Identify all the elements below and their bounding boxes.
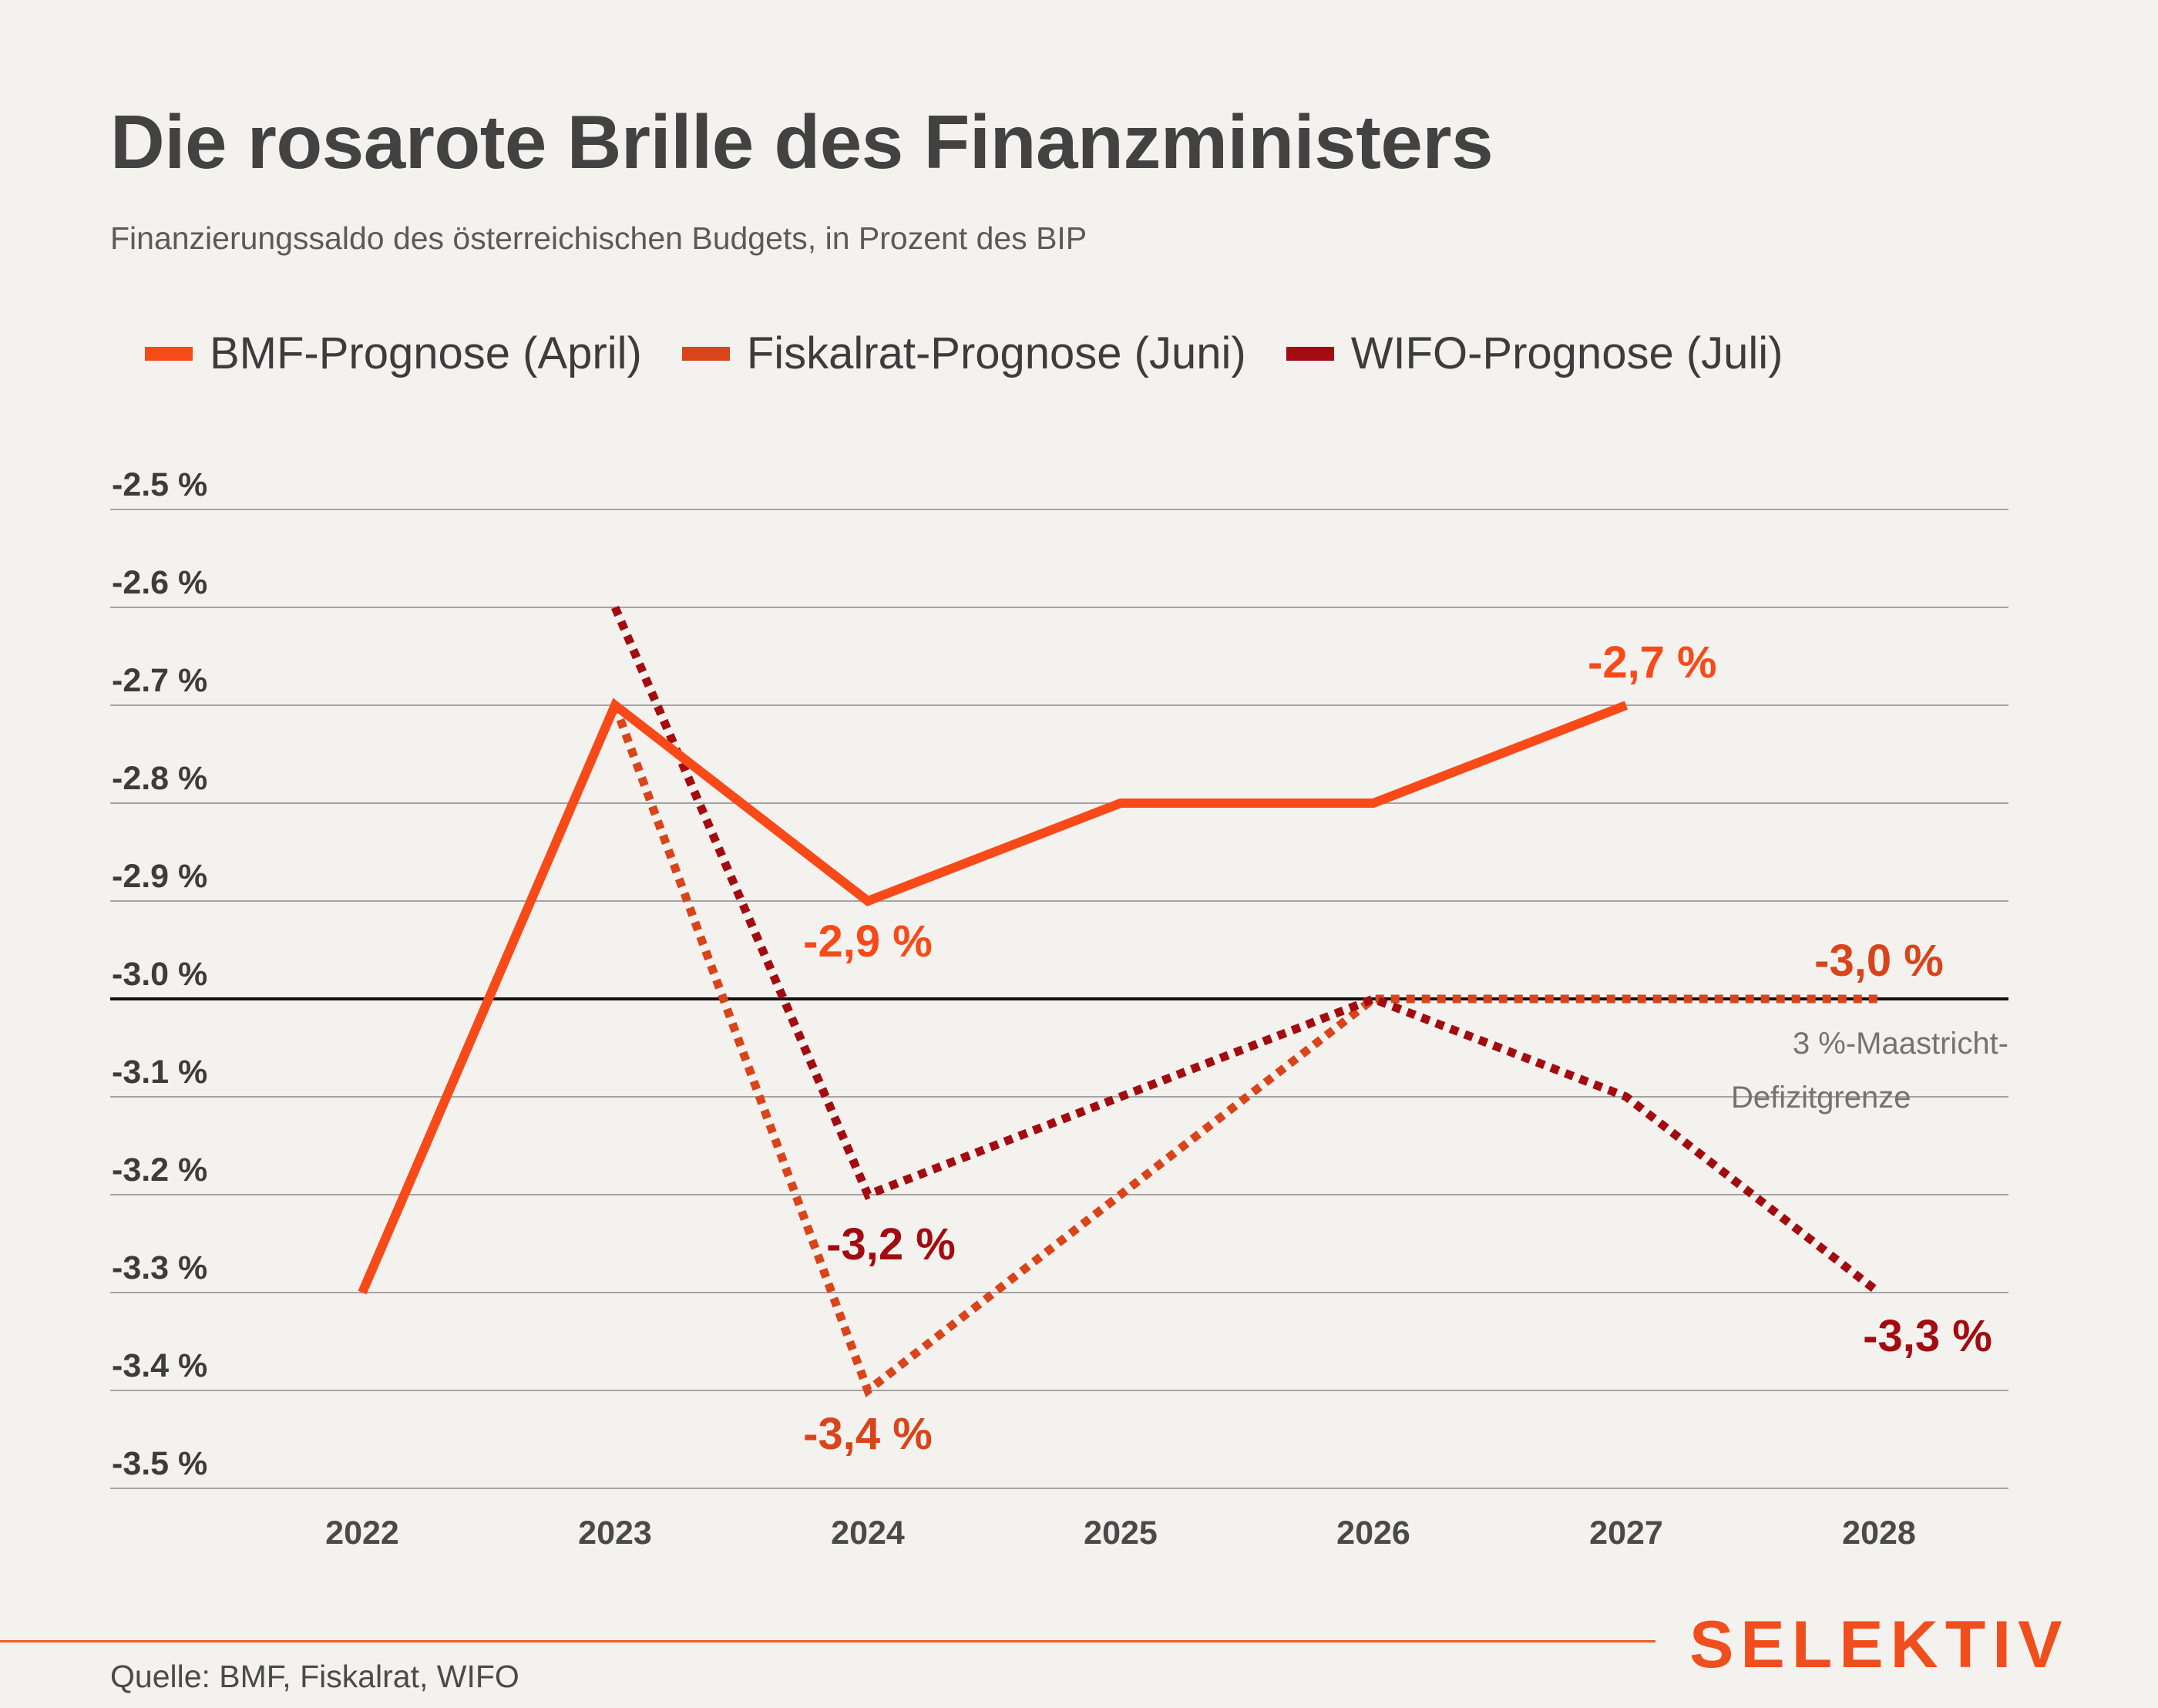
reference-label-line2: Defizitgrenze [1731, 1081, 1911, 1115]
page-title: Die rosarote Brille des Finanzministers [110, 99, 1494, 184]
data-label-4: -3,3 % [1863, 1311, 1992, 1361]
x-axis-ticks: 2022 2023 2024 2025 2026 2027 2028 [325, 1515, 1916, 1552]
legend-item-wifo: WIFO-Prognose (Juli) [1286, 328, 1783, 379]
y-tick-label-4: -2.9 % [112, 858, 207, 895]
x-tick-label-5: 2027 [1589, 1515, 1663, 1552]
page-subtitle: Finanzierungssaldo des österreichischen … [110, 220, 1087, 256]
series-line-bmf [358, 698, 1629, 1295]
y-tick-label-7: -3.2 % [112, 1152, 207, 1189]
y-tick-label-8: -3.3 % [112, 1249, 207, 1286]
y-tick-label-10: -3.5 % [112, 1445, 207, 1482]
legend-label-bmf: BMF-Prognose (April) [210, 328, 642, 378]
y-tick-label-6: -3.1 % [112, 1054, 207, 1091]
data-label-5: -3,4 % [803, 1409, 933, 1459]
reference-line-group: 3 %-Maastricht- Defizitgrenze [110, 997, 2008, 1115]
chart-legend: BMF-Prognose (April) Fiskalrat-Prognose … [145, 328, 1823, 379]
y-tick-label-3: -2.8 % [112, 760, 207, 797]
series-line-fiskalrat [610, 704, 1879, 1397]
source-note: Quelle: BMF, Fiskalrat, WIFO [110, 1659, 519, 1694]
data-label-2: -3,0 % [1814, 936, 1944, 986]
x-tick-label-0: 2022 [325, 1515, 399, 1552]
legend-item-fiskalrat: Fiskalrat-Prognose (Juni) [681, 328, 1246, 379]
legend-label-fiskalrat: Fiskalrat-Prognose (Juni) [746, 328, 1246, 378]
legend-swatch-bmf [145, 346, 193, 361]
brand-logo: SELEKTIV [1689, 1608, 2069, 1682]
y-tick-label-9: -3.4 % [112, 1347, 207, 1384]
x-tick-label-3: 2025 [1084, 1515, 1158, 1552]
legend-swatch-wifo [1286, 346, 1334, 361]
data-label-3: -3,2 % [826, 1219, 956, 1269]
y-axis-ticks: -2.5 % -2.6 % -2.7 % -2.8 % -2.9 % -3.0 % -3.1… [112, 466, 207, 1482]
y-tick-label-5: -3.0 % [112, 956, 207, 993]
data-label-1: -2,9 % [803, 916, 933, 967]
x-tick-label-4: 2026 [1336, 1515, 1410, 1552]
legend-item-bmf: BMF-Prognose (April) [145, 328, 642, 379]
legend-label-wifo: WIFO-Prognose (Juli) [1350, 328, 1783, 378]
y-tick-label-1: -2.6 % [112, 564, 207, 601]
reference-label-line1: 3 %-Maastricht- [1793, 1027, 2008, 1061]
y-tick-label-2: -2.7 % [112, 662, 207, 699]
footer-divider [0, 1640, 1655, 1642]
chart-series [358, 605, 1882, 1397]
data-label-0: -2,7 % [1588, 637, 1717, 688]
x-tick-label-2: 2024 [831, 1515, 905, 1552]
chart-data-labels: -2,7 % -2,9 % -3,0 % -3,2 % -3,3 % -3,4 % [803, 637, 1992, 1459]
chart-grid [110, 509, 2008, 1489]
x-tick-label-1: 2023 [578, 1515, 652, 1552]
legend-swatch-fiskalrat [681, 346, 730, 361]
x-tick-label-6: 2028 [1842, 1515, 1916, 1552]
y-tick-label-0: -2.5 % [112, 466, 207, 503]
